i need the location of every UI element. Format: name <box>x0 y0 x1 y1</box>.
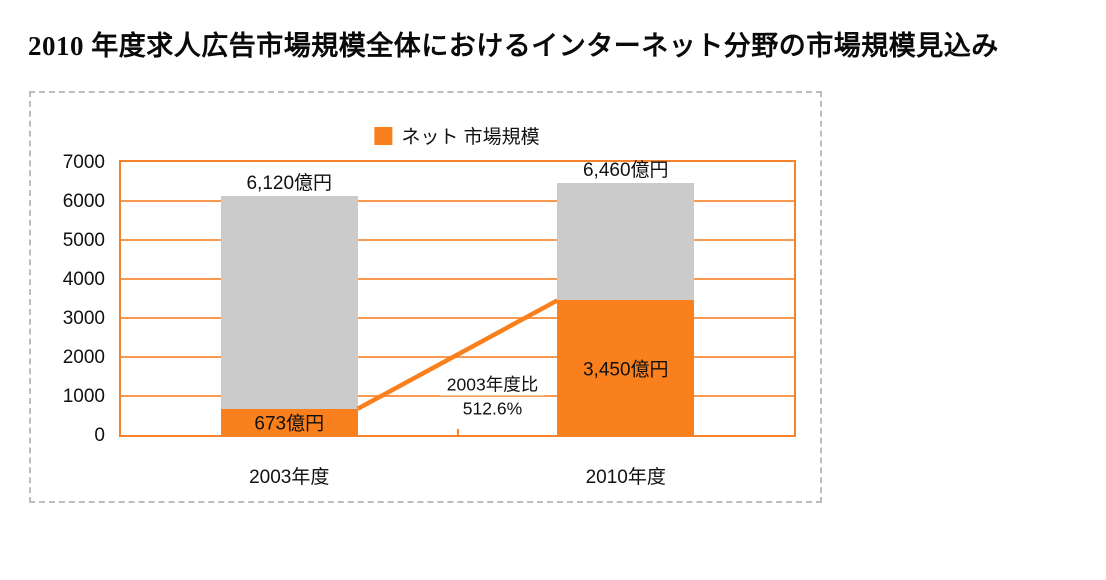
total-value-label-2010年度: 6,460億円 <box>582 160 669 182</box>
chart-legend: ネット 市場規模 <box>374 122 540 149</box>
bar-total-segment-2003年度 <box>220 196 358 409</box>
growth-annotation-line1: 2003年度比 <box>440 374 545 396</box>
y-tick-label-6000: 6000 <box>62 191 105 212</box>
bar-total-segment-2010年度 <box>557 183 695 301</box>
y-tick-label-4000: 4000 <box>62 269 105 290</box>
legend-swatch-net <box>374 126 393 145</box>
y-tick-label-3000: 3000 <box>62 308 105 329</box>
gridline-6000 <box>121 200 794 202</box>
y-tick-label-7000: 7000 <box>62 152 105 173</box>
page-title: 2010 年度求人広告市場規模全体におけるインターネット分野の市場規模見込み <box>28 31 999 61</box>
growth-annotation-line2: 512.6% <box>456 398 529 420</box>
net-value-label-2003年度: 673億円 <box>254 413 325 435</box>
total-value-label-2003年度: 6,120億円 <box>246 173 333 195</box>
legend-label-net: ネット 市場規模 <box>401 127 540 148</box>
plot-area: 2003年度比 512.6% 6,120億円 673億円 6,460億円 3,450億… <box>119 160 796 437</box>
y-tick-label-1000: 1000 <box>62 386 105 407</box>
gridline-5000 <box>121 239 794 241</box>
net-value-label-2010年度: 3,450億円 <box>582 359 669 381</box>
x-axis-boundary-tick <box>456 429 459 435</box>
x-category-label-2003年度: 2003年度 <box>249 467 330 488</box>
growth-annotation: 2003年度比 512.6% <box>440 374 545 420</box>
y-tick-label-0: 0 <box>94 425 105 446</box>
bar-net-segment-2010年度 <box>557 300 695 435</box>
y-tick-label-5000: 5000 <box>62 230 105 251</box>
y-tick-label-2000: 2000 <box>62 347 105 368</box>
x-category-label-2010年度: 2010年度 <box>585 467 666 488</box>
gridline-4000 <box>121 278 794 280</box>
bar-net-segment-2003年度 <box>220 408 358 435</box>
chart-panel: ネット 市場規模 2003年度比 512.6% 6,120億円 673億円 6,46… <box>29 91 822 503</box>
